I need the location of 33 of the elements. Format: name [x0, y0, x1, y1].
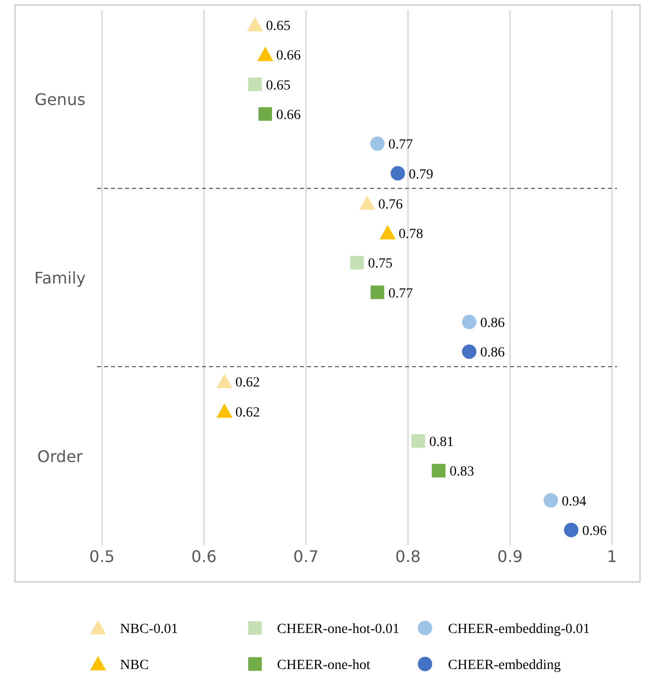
data-label: 0.83: [450, 464, 474, 480]
x-tick-label: 0.8: [395, 547, 421, 566]
legend-label: NBC: [120, 658, 149, 673]
legend-label: CHEER-embedding: [448, 658, 561, 673]
data-label: 0.65: [266, 78, 290, 94]
data-label: 0.77: [388, 286, 413, 302]
data-label: 0.77: [388, 138, 413, 153]
data-label: 0.79: [408, 167, 434, 182]
y-tick-label: Order: [37, 446, 84, 466]
data-label: 0.66: [276, 48, 301, 64]
data-label: 0.78: [398, 227, 424, 242]
legend-label: CHEER-one-hot: [277, 658, 370, 673]
legend-label: CHEER-one-hot-0.01: [277, 622, 400, 637]
data-label: 0.86: [480, 316, 505, 331]
x-tick-label: 0.9: [497, 547, 523, 566]
data-label: 0.96: [582, 524, 607, 539]
x-tick-label: 0.7: [293, 547, 319, 566]
data-label: 0.86: [480, 346, 505, 361]
data-label: 0.76: [378, 197, 403, 212]
data-label: 0.65: [266, 19, 290, 34]
x-tick-label: 1: [606, 547, 618, 566]
y-tick-label: Family: [34, 268, 86, 288]
y-tick-label: Genus: [34, 90, 86, 110]
data-label: 0.66: [276, 108, 301, 123]
legend-label: CHEER-embedding-0.01: [448, 622, 590, 637]
data-label: 0.81: [429, 435, 454, 450]
data-label: 0.75: [368, 256, 392, 272]
legend-label: NBC-0.01: [120, 622, 178, 637]
data-label: 0.62: [235, 405, 260, 420]
x-tick-label: 0.5: [89, 547, 115, 566]
data-label: 0.94: [562, 494, 586, 510]
data-label: 0.62: [235, 376, 260, 391]
x-tick-label: 0.6: [191, 547, 217, 566]
